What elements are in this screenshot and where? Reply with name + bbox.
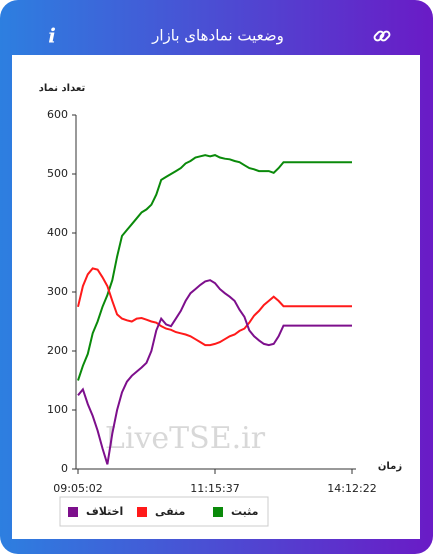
watermark: LiveTSE.ir xyxy=(105,421,266,456)
series-line xyxy=(77,267,352,347)
x-axis-label: زمان xyxy=(378,461,402,472)
info-icon[interactable]: i xyxy=(48,24,56,48)
x-tick-label: 09:05:02 xyxy=(53,482,102,495)
y-axis-label: تعداد نماد xyxy=(39,83,86,94)
y-tick-label: 400 xyxy=(47,226,68,239)
legend-label: مثبت xyxy=(231,505,258,518)
legend-swatch xyxy=(213,507,223,517)
y-tick-label: 600 xyxy=(47,108,68,121)
legend-label: منفی xyxy=(155,505,185,518)
series-line xyxy=(77,279,352,465)
series-line xyxy=(77,154,352,381)
y-tick-label: 100 xyxy=(47,403,68,416)
link-icon[interactable] xyxy=(373,30,391,42)
x-tick-label: 14:12:22 xyxy=(327,482,376,495)
header-title: وضعیت نمادهای بازار xyxy=(151,27,284,45)
chart-panel xyxy=(12,55,420,539)
y-tick-label: 200 xyxy=(47,344,68,357)
y-tick-label: 0 xyxy=(61,462,68,475)
y-tick-label: 500 xyxy=(47,167,68,180)
legend-swatch xyxy=(137,507,147,517)
legend-swatch xyxy=(68,507,78,517)
y-tick-label: 300 xyxy=(47,285,68,298)
legend-label: اختلاف xyxy=(86,505,123,518)
legend-box xyxy=(59,496,269,527)
x-tick-label: 11:15:37 xyxy=(190,482,239,495)
